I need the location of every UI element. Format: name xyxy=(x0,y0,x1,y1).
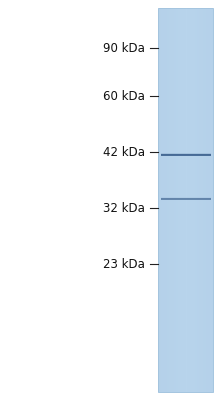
FancyBboxPatch shape xyxy=(168,8,169,392)
FancyBboxPatch shape xyxy=(161,154,211,156)
FancyBboxPatch shape xyxy=(164,8,165,392)
FancyBboxPatch shape xyxy=(166,8,167,392)
FancyBboxPatch shape xyxy=(206,8,207,392)
FancyBboxPatch shape xyxy=(203,8,204,392)
FancyBboxPatch shape xyxy=(209,8,210,392)
FancyBboxPatch shape xyxy=(163,8,164,392)
FancyBboxPatch shape xyxy=(159,8,160,392)
Text: 60 kDa: 60 kDa xyxy=(103,90,145,102)
Text: 32 kDa: 32 kDa xyxy=(103,202,145,214)
FancyBboxPatch shape xyxy=(211,8,212,392)
FancyBboxPatch shape xyxy=(207,8,208,392)
FancyBboxPatch shape xyxy=(162,8,163,392)
FancyBboxPatch shape xyxy=(161,153,211,155)
FancyBboxPatch shape xyxy=(158,8,159,392)
Text: 90 kDa: 90 kDa xyxy=(103,42,145,54)
FancyBboxPatch shape xyxy=(167,8,168,392)
Text: 23 kDa: 23 kDa xyxy=(103,258,145,270)
FancyBboxPatch shape xyxy=(205,8,206,392)
Text: 42 kDa: 42 kDa xyxy=(103,146,145,158)
FancyBboxPatch shape xyxy=(212,8,213,392)
FancyBboxPatch shape xyxy=(160,8,161,392)
FancyBboxPatch shape xyxy=(158,8,213,392)
FancyBboxPatch shape xyxy=(210,8,211,392)
FancyBboxPatch shape xyxy=(165,8,166,392)
FancyBboxPatch shape xyxy=(208,8,209,392)
FancyBboxPatch shape xyxy=(204,8,205,392)
FancyBboxPatch shape xyxy=(161,8,162,392)
FancyBboxPatch shape xyxy=(161,154,211,156)
FancyBboxPatch shape xyxy=(161,198,211,200)
